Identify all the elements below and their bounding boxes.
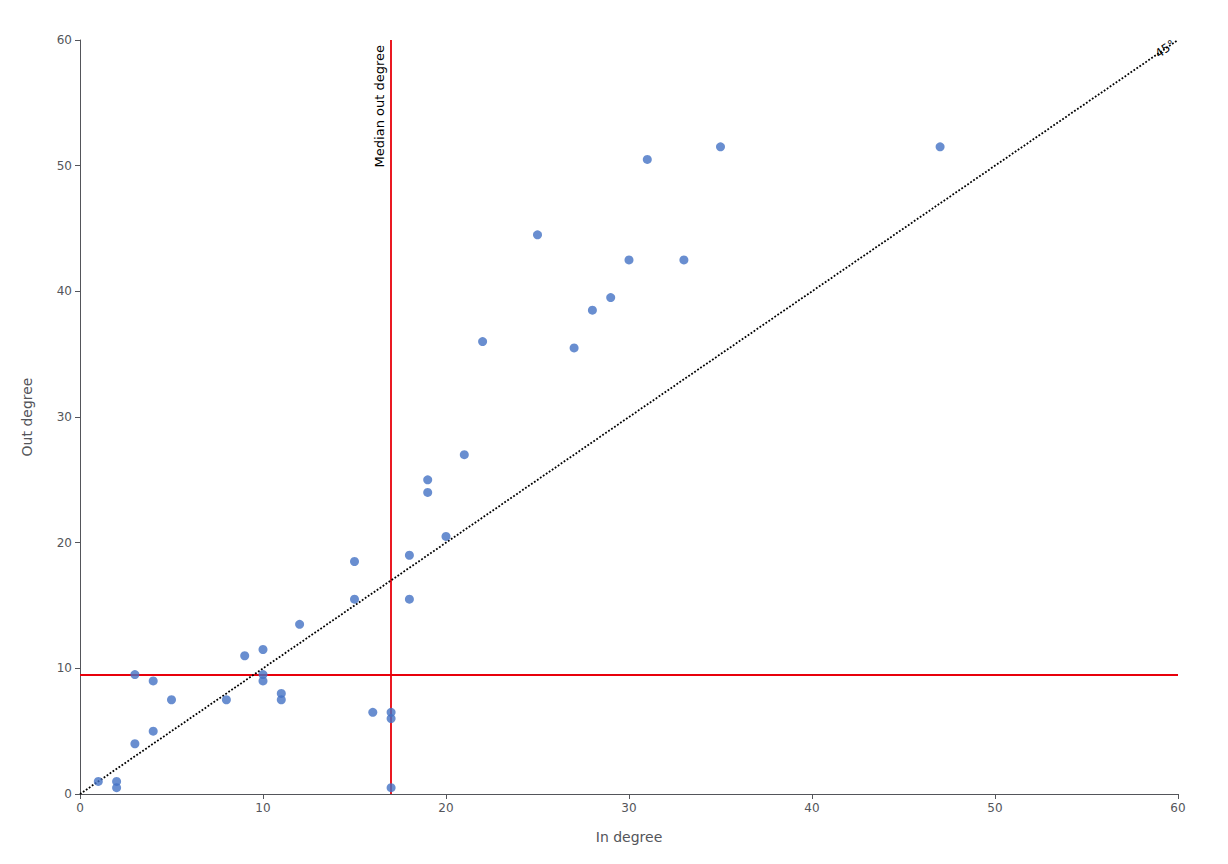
svg-text:0: 0 bbox=[64, 787, 72, 801]
svg-text:30: 30 bbox=[621, 801, 636, 815]
svg-text:50: 50 bbox=[987, 801, 1002, 815]
svg-text:In degree: In degree bbox=[596, 829, 663, 845]
svg-text:10: 10 bbox=[255, 801, 270, 815]
svg-text:45°: 45° bbox=[1152, 37, 1177, 61]
svg-text:30: 30 bbox=[57, 410, 72, 424]
svg-text:0: 0 bbox=[76, 801, 84, 815]
svg-text:40: 40 bbox=[804, 801, 819, 815]
svg-text:20: 20 bbox=[57, 536, 72, 550]
svg-text:10: 10 bbox=[57, 661, 72, 675]
svg-text:60: 60 bbox=[57, 33, 72, 47]
svg-text:Out degree: Out degree bbox=[19, 378, 35, 457]
svg-text:60: 60 bbox=[1170, 801, 1185, 815]
svg-text:40: 40 bbox=[57, 284, 72, 298]
svg-text:50: 50 bbox=[57, 159, 72, 173]
svg-text:Median out degree: Median out degree bbox=[372, 45, 387, 167]
svg-text:20: 20 bbox=[438, 801, 453, 815]
